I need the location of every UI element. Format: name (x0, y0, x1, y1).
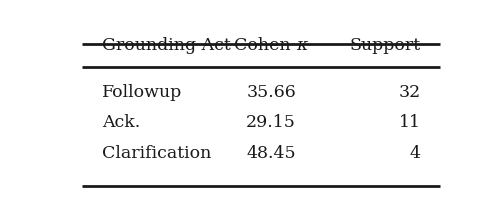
Text: Clarification: Clarification (102, 145, 210, 162)
Text: 4: 4 (409, 145, 420, 162)
Text: 48.45: 48.45 (246, 145, 296, 162)
Text: 35.66: 35.66 (246, 84, 296, 101)
Text: 32: 32 (398, 84, 420, 101)
Text: Grounding Act: Grounding Act (102, 37, 230, 54)
Text: Cohen: Cohen (233, 37, 296, 54)
Text: Support: Support (349, 37, 420, 54)
Text: Followup: Followup (102, 84, 181, 101)
Text: 29.15: 29.15 (246, 114, 296, 132)
Text: 11: 11 (398, 114, 420, 132)
Text: κ: κ (296, 37, 307, 54)
Text: Ack.: Ack. (102, 114, 140, 132)
